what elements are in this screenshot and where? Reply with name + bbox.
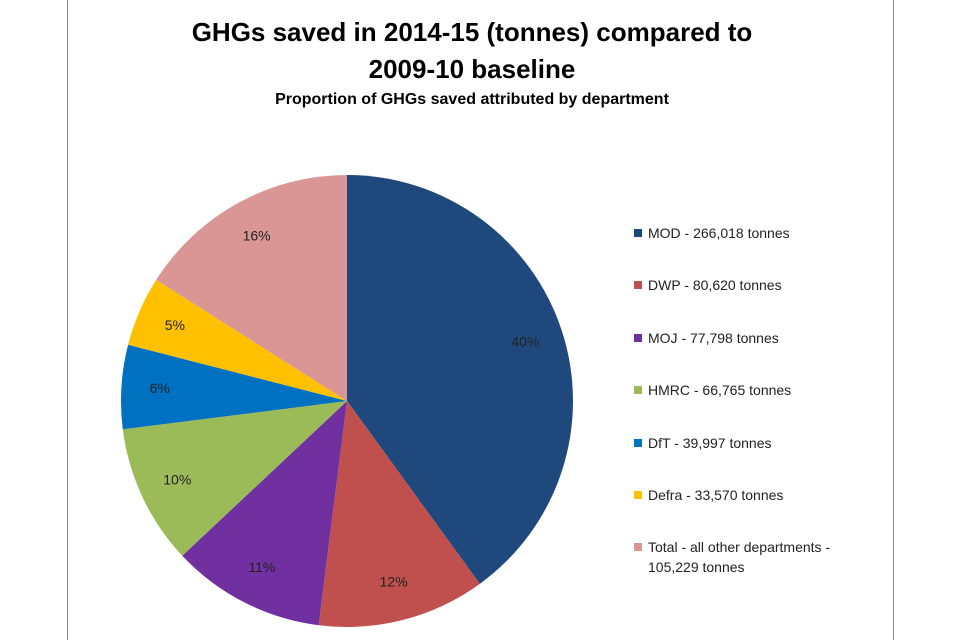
legend-swatch (634, 386, 642, 395)
pie-slice (122, 401, 347, 556)
data-label: 5% (165, 317, 185, 333)
pie-slice (182, 401, 347, 626)
data-label: 40% (511, 334, 539, 350)
pie-slice (128, 279, 347, 401)
legend-label: DWP - 80,620 tonnes (648, 277, 782, 294)
data-label: 12% (380, 573, 408, 589)
legend-swatch (634, 229, 642, 237)
legend-label: Total - all other departments - 105,229 … (648, 539, 831, 576)
chart-title: GHGs saved in 2014-15 (tonnes) compared … (191, 17, 753, 84)
legend-label: HMRC - 66,765 tonnes (648, 382, 792, 399)
legend-swatch (634, 281, 642, 290)
chart-subtitle: Proportion of GHGs saved attributed by d… (275, 91, 669, 108)
legend-label: DfT - 39,997 tonnes (648, 434, 772, 451)
legend-label: Defra - 33,570 tonnes (648, 487, 784, 503)
chart-frame (67, 0, 894, 640)
legend-swatch (634, 438, 642, 447)
legend-swatch (634, 491, 642, 499)
pie-slice (347, 175, 573, 584)
data-label: 11% (248, 559, 275, 575)
pie-slice (121, 344, 347, 430)
legend-swatch (634, 543, 642, 552)
legend-label: MOJ - 77,798 tonnes (648, 329, 779, 346)
pie-slice (156, 175, 347, 401)
data-label: 16% (243, 227, 271, 243)
pie-slice (318, 401, 480, 627)
data-label: 6% (150, 380, 170, 396)
legend-label: MOD - 266,018 tonnes (648, 225, 790, 241)
legend-swatch (634, 333, 642, 342)
data-label: 10% (163, 472, 191, 488)
